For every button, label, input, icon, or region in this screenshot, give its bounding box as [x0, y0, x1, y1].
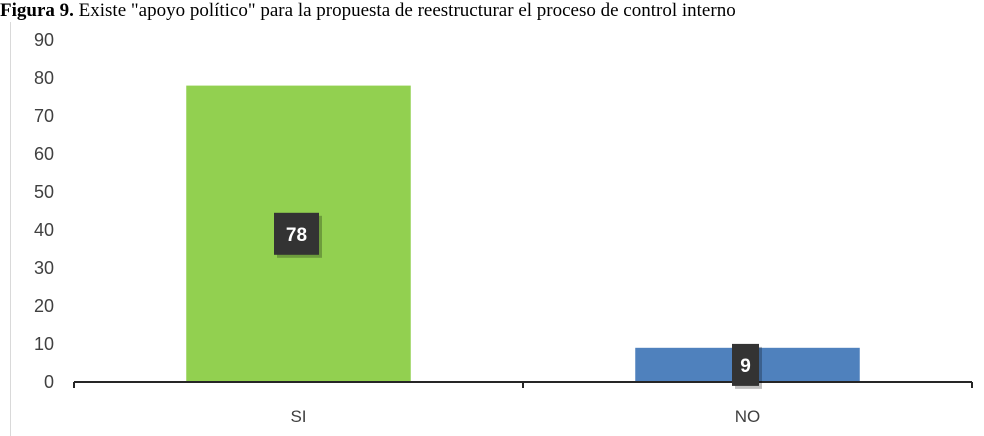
y-axis: 0 10 20 30 40 50 60 70 80 90	[34, 30, 54, 392]
data-label-box	[732, 343, 759, 386]
data-labels: 78 9	[274, 212, 762, 389]
x-category-label: NO	[735, 407, 761, 426]
chart-frame-edge	[10, 22, 11, 436]
figure-label: Figura 9.	[0, 0, 74, 21]
y-tick-label: 10	[34, 334, 54, 354]
figure-caption: Figura 9. Existe "apoyo político" para l…	[0, 0, 984, 26]
category-labels: SI NO	[290, 407, 760, 426]
y-tick-label: 60	[34, 144, 54, 164]
y-tick-label: 50	[34, 182, 54, 202]
y-tick-label: 90	[34, 30, 54, 50]
data-label: 9	[740, 356, 751, 377]
y-tick-label: 80	[34, 68, 54, 88]
y-tick-label: 0	[44, 372, 54, 392]
y-tick-label: 30	[34, 258, 54, 278]
data-label: 78	[286, 225, 307, 246]
y-tick-label: 40	[34, 220, 54, 240]
data-label-box	[274, 212, 319, 255]
x-category-label: SI	[290, 407, 306, 426]
y-tick-label: 20	[34, 296, 54, 316]
x-axis	[73, 381, 973, 388]
y-tick-label: 70	[34, 106, 54, 126]
figure-title: Existe "apoyo político" para la propuest…	[73, 0, 736, 21]
